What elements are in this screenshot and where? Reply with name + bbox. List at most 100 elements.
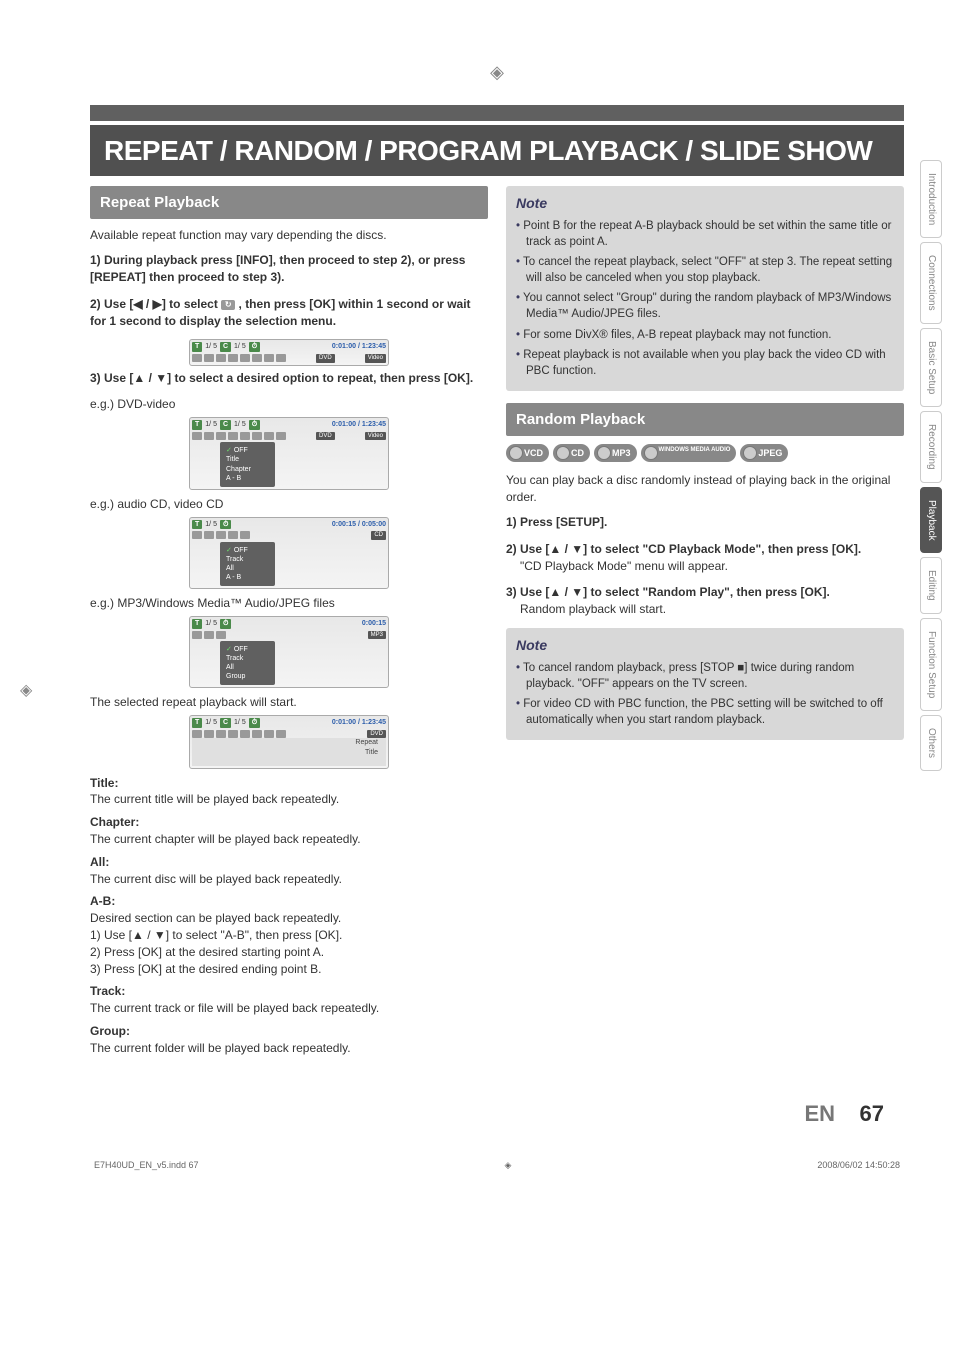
osd3-drop-0: OFF xyxy=(226,546,269,555)
tab-basic-setup[interactable]: Basic Setup xyxy=(920,328,942,407)
top-band xyxy=(90,105,904,121)
osd-icon xyxy=(240,531,250,539)
osd5-t-chip: T xyxy=(192,718,202,728)
def-chapter-term: Chapter: xyxy=(90,814,488,831)
r-step1-body: Press [SETUP]. xyxy=(520,515,607,529)
osd-icon xyxy=(192,432,202,440)
badge-vcd: VCD xyxy=(506,444,549,463)
note1-item-0: Point B for the repeat A-B playback shou… xyxy=(516,218,894,250)
note-box-1: Note Point B for the repeat A-B playback… xyxy=(506,186,904,390)
osd5-clock-icon: ⏱ xyxy=(249,718,260,728)
badge-mp3: MP3 xyxy=(594,444,637,463)
osd-icon xyxy=(192,531,202,539)
bottom-right: 2008/06/02 14:50:28 xyxy=(817,1159,900,1172)
r-step3-sub: Random playback will start. xyxy=(520,602,666,616)
osd2-drop-3: A - B xyxy=(226,474,269,483)
r-step2-sub: "CD Playback Mode" menu will appear. xyxy=(520,559,728,573)
note2-item-0: To cancel random playback, press [STOP ■… xyxy=(516,660,894,692)
osd-screenshot-2: T 1/ 5 C 1/ 5 ⏱ 0:01:00 / 1:23:45 DVD Vi… xyxy=(189,417,389,490)
osd1-badge2: Video xyxy=(365,354,386,362)
osd5-status: Repeat Title xyxy=(192,738,386,765)
note1-item-3: For some DivX® files, A-B repeat playbac… xyxy=(516,327,894,343)
step2-a: Use [ xyxy=(104,297,133,311)
osd3-badge1: CD xyxy=(371,531,386,539)
def-title-term: Title: xyxy=(90,775,488,792)
osd1-c-val: 1/ 5 xyxy=(234,342,246,352)
osd3-dropdown: OFF Track All A - B xyxy=(220,542,275,586)
page-main-title: REPEAT / RANDOM / PROGRAM PLAYBACK / SLI… xyxy=(90,125,904,176)
def-track-body: The current track or file will be played… xyxy=(90,1000,488,1017)
tab-others[interactable]: Others xyxy=(920,715,942,771)
step1: 1) During playback press [INFO], then pr… xyxy=(90,252,488,286)
osd5-c-chip: C xyxy=(220,718,231,728)
step2-num: 2) xyxy=(90,297,101,311)
note-box-2: Note To cancel random playback, press [S… xyxy=(506,628,904,740)
tab-playback[interactable]: Playback xyxy=(920,487,942,554)
osd-screenshot-3: T 1/ 5 ⏱ 0:00:15 / 0:05:00 CD OFF Track … xyxy=(189,517,389,590)
tab-function-setup[interactable]: Function Setup xyxy=(920,618,942,711)
osd2-drop-1: Title xyxy=(226,455,269,464)
osd-icon xyxy=(216,531,226,539)
osd2-drop-0: OFF xyxy=(226,446,269,455)
osd-icon xyxy=(228,432,238,440)
osd2-clock-icon: ⏱ xyxy=(249,420,260,430)
osd-icon xyxy=(240,730,250,738)
bottom-left: E7H40UD_EN_v5.indd 67 xyxy=(94,1159,199,1172)
osd-icon xyxy=(276,432,286,440)
side-tabs: Introduction Connections Basic Setup Rec… xyxy=(920,160,942,771)
osd-icon xyxy=(192,730,202,738)
r-step1: 1) Press [SETUP]. xyxy=(506,514,904,531)
osd3-clock: 0:00:15 / 0:05:00 xyxy=(332,520,386,530)
osd2-badge1: DVD xyxy=(316,432,335,440)
osd4-t-chip: T xyxy=(192,619,202,629)
step1-num: 1) xyxy=(90,253,101,267)
tab-recording[interactable]: Recording xyxy=(920,411,942,483)
osd-icon xyxy=(264,432,274,440)
tab-introduction[interactable]: Introduction xyxy=(920,160,942,238)
eg3-label: e.g.) MP3/Windows Media™ Audio/JPEG file… xyxy=(90,595,488,612)
osd2-drop-2: Chapter xyxy=(226,465,269,474)
osd5-badge1: DVD xyxy=(367,730,386,738)
osd4-t-val: 1/ 5 xyxy=(205,619,217,629)
osd2-c-val: 1/ 5 xyxy=(234,420,246,430)
def-group-term: Group: xyxy=(90,1023,488,1040)
note1-title: Note xyxy=(516,194,894,214)
note1-item-1: To cancel the repeat playback, select "O… xyxy=(516,254,894,286)
osd-icon xyxy=(204,354,214,362)
osd-icon xyxy=(204,730,214,738)
repeat-section-header: Repeat Playback xyxy=(90,186,488,219)
r-step2-body: Use [▲ / ▼] to select "CD Playback Mode"… xyxy=(520,542,861,556)
osd1-t-chip: T xyxy=(192,342,202,352)
step3-num: 3) xyxy=(90,371,101,385)
selected-start: The selected repeat playback will start. xyxy=(90,694,488,711)
tab-connections[interactable]: Connections xyxy=(920,242,942,324)
osd-screenshot-4: T 1/ 5 ⏱ 0:00:15 MP3 OFF Track All Group xyxy=(189,616,389,689)
osd1-clock: 0:01:00 / 1:23:45 xyxy=(332,342,386,352)
osd5-clock: 0:01:00 / 1:23:45 xyxy=(332,718,386,728)
badge-wma: WINDOWS MEDIA AUDIO xyxy=(641,444,737,463)
osd-icon xyxy=(228,730,238,738)
osd-icon xyxy=(192,354,202,362)
step2: 2) Use [◀ / ▶] to select ↻ , then press … xyxy=(90,296,488,330)
osd4-dropdown: OFF Track All Group xyxy=(220,641,275,685)
tab-editing[interactable]: Editing xyxy=(920,557,942,614)
random-section-header: Random Playback xyxy=(506,403,904,436)
osd-icon xyxy=(240,354,250,362)
step3: 3) Use [▲ / ▼] to select a desired optio… xyxy=(90,370,488,387)
r-step3: 3) Use [▲ / ▼] to select "Random Play", … xyxy=(506,584,904,618)
r-step2-num: 2) xyxy=(506,542,517,556)
osd-icon xyxy=(228,354,238,362)
osd-screenshot-5: T 1/ 5 C 1/ 5 ⏱ 0:01:00 / 1:23:45 DVD Re… xyxy=(189,715,389,768)
repeat-intro: Available repeat function may vary depen… xyxy=(90,227,488,244)
osd4-drop-2: All xyxy=(226,663,269,672)
osd-icon xyxy=(216,432,226,440)
bottom-meta: E7H40UD_EN_v5.indd 67 ◈ 2008/06/02 14:50… xyxy=(90,1159,904,1172)
osd5-c-val: 1/ 5 xyxy=(234,718,246,728)
osd4-badge1: MP3 xyxy=(368,631,386,639)
osd-icon xyxy=(252,730,262,738)
r-step3-body: Use [▲ / ▼] to select "Random Play", the… xyxy=(520,585,830,599)
note1-item-2: You cannot select "Group" during the ran… xyxy=(516,290,894,322)
r-step1-num: 1) xyxy=(506,515,517,529)
osd3-clock-icon: ⏱ xyxy=(220,520,231,530)
osd4-drop-0: OFF xyxy=(226,645,269,654)
